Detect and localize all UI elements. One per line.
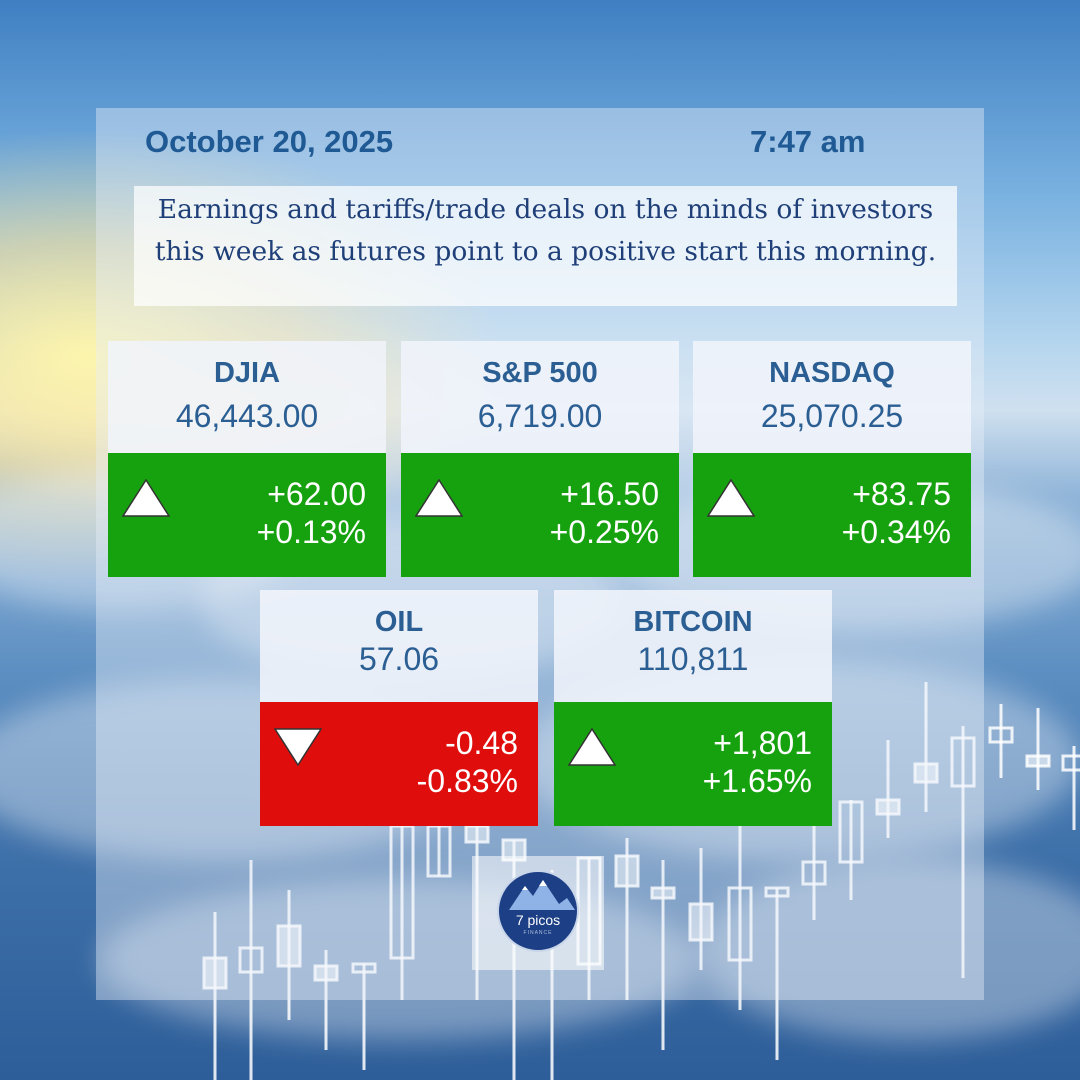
ticker-percent: -0.83% — [416, 763, 518, 799]
ticker-card-oil: OIL 57.06 -0.48 -0.83% — [260, 590, 538, 826]
ticker-change: +16.50 — [560, 476, 659, 512]
ticker-percent: +0.13% — [256, 514, 366, 550]
logo-subtitle: FINANCE — [523, 930, 553, 936]
headline: Earnings and tariffs/trade deals on the … — [134, 186, 957, 306]
ticker-percent: +0.25% — [549, 514, 659, 550]
ticker-card-djia: DJIA 46,443.00 +62.00 +0.13% — [108, 341, 386, 577]
up-arrow-icon — [122, 479, 170, 517]
ticker-name: DJIA — [213, 357, 281, 389]
ticker-card-sp500: S&P 500 6,719.00 +16.50 +0.25% — [401, 341, 679, 577]
up-arrow-icon — [568, 728, 616, 766]
up-arrow-icon — [707, 479, 755, 517]
ticker-percent: +0.34% — [841, 514, 951, 550]
ticker-name: S&P 500 — [482, 357, 598, 389]
down-arrow-icon — [274, 728, 322, 766]
logo-name: 7 picos — [515, 912, 561, 928]
ticker-change: +62.00 — [267, 476, 366, 512]
up-arrow-icon — [415, 479, 463, 517]
ticker-card-bitcoin: BITCOIN 110,811 +1,801 +1.65% — [554, 590, 832, 826]
ticker-change-panel: +1,801 +1.65% — [554, 702, 832, 826]
brand-logo: 7 picos FINANCE — [497, 870, 579, 952]
ticker-change-panel: +62.00 +0.13% — [108, 453, 386, 577]
ticker-card-nasdaq: NASDAQ 25,070.25 +83.75 +0.34% — [693, 341, 971, 577]
ticker-name: OIL — [374, 606, 424, 638]
ticker-name: NASDAQ — [769, 357, 895, 389]
ticker-change: -0.48 — [445, 725, 518, 761]
ticker-percent: +1.65% — [702, 763, 812, 799]
date-label: October 20, 2025 — [145, 124, 394, 159]
ticker-price: 6,719.00 — [477, 398, 603, 434]
ticker-price: 25,070.25 — [760, 398, 904, 434]
time-label: 7:47 am — [750, 124, 866, 159]
ticker-change: +1,801 — [713, 725, 812, 761]
ticker-price: 57.06 — [358, 641, 440, 677]
ticker-name: BITCOIN — [633, 606, 753, 638]
ticker-change-panel: +16.50 +0.25% — [401, 453, 679, 577]
ticker-change-panel: -0.48 -0.83% — [260, 702, 538, 826]
ticker-change-panel: +83.75 +0.34% — [693, 453, 971, 577]
mountain-icon — [509, 880, 575, 910]
ticker-price: 110,811 — [637, 641, 749, 677]
ticker-change: +83.75 — [852, 476, 951, 512]
ticker-price: 46,443.00 — [175, 398, 319, 434]
